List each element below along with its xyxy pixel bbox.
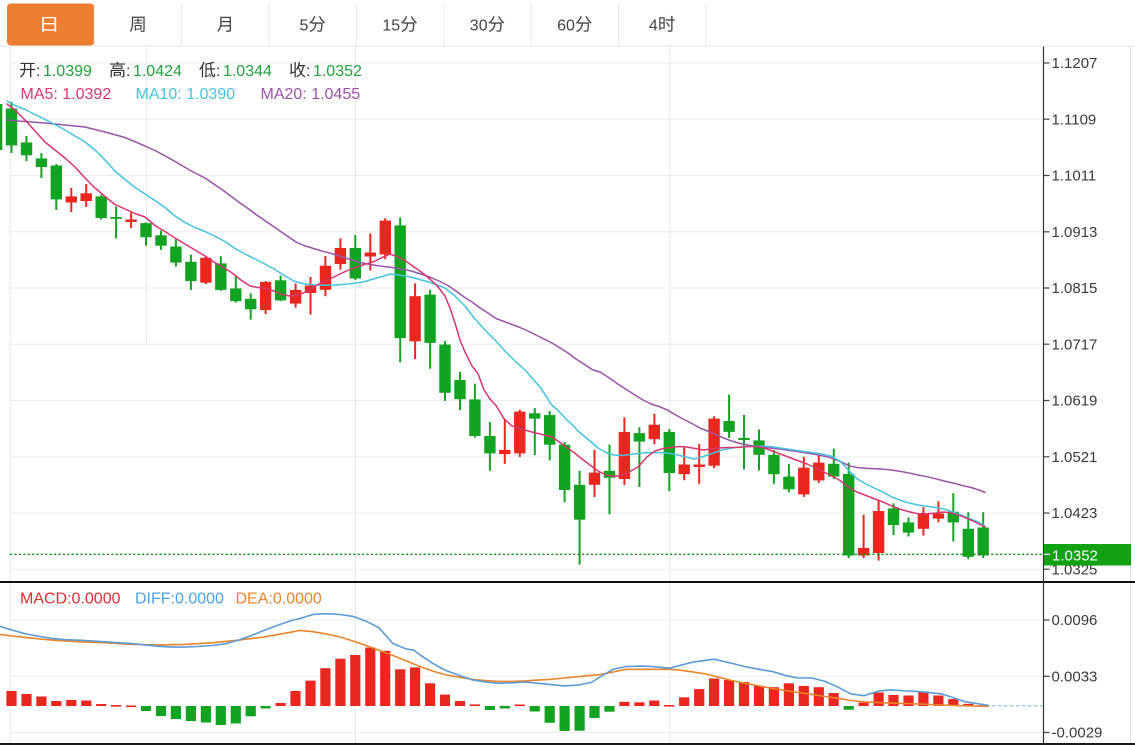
svg-text:1.0619: 1.0619 <box>1052 393 1098 410</box>
svg-text:1.0815: 1.0815 <box>1052 280 1098 297</box>
svg-text::1.0399: :1.0399 <box>36 63 92 80</box>
svg-text:5: 5 <box>300 18 309 35</box>
svg-text:MA5: 1.0392: MA5: 1.0392 <box>21 86 112 103</box>
svg-text:DIFF:0.0000: DIFF:0.0000 <box>135 591 224 608</box>
svg-text:1.0913: 1.0913 <box>1052 224 1098 241</box>
svg-text:1.1109: 1.1109 <box>1052 112 1097 129</box>
svg-text:1.1011: 1.1011 <box>1052 168 1097 185</box>
svg-text::1.0424: :1.0424 <box>126 63 182 80</box>
svg-text:1.0352: 1.0352 <box>1052 548 1098 565</box>
svg-text:1.0325: 1.0325 <box>1052 562 1098 579</box>
svg-text::1.0344: :1.0344 <box>216 63 272 80</box>
svg-text:-0.0029: -0.0029 <box>1052 725 1103 742</box>
svg-text:MACD:0.0000: MACD:0.0000 <box>20 591 121 608</box>
svg-text:15: 15 <box>382 18 400 35</box>
svg-text::1.0352: :1.0352 <box>306 63 362 80</box>
svg-text:DEA:0.0000: DEA:0.0000 <box>236 591 322 608</box>
svg-text:MA20: 1.0455: MA20: 1.0455 <box>261 86 361 103</box>
svg-text:0.0033: 0.0033 <box>1052 669 1098 686</box>
svg-text:1.1207: 1.1207 <box>1052 55 1098 72</box>
svg-text:30: 30 <box>470 18 488 35</box>
svg-text:1.0521: 1.0521 <box>1052 449 1098 466</box>
svg-text:MA10: 1.0390: MA10: 1.0390 <box>136 86 236 103</box>
svg-text:60: 60 <box>557 18 575 35</box>
svg-text:1.0717: 1.0717 <box>1052 336 1098 353</box>
svg-text:4: 4 <box>649 18 658 35</box>
svg-text:1.0423: 1.0423 <box>1052 505 1098 522</box>
svg-text:0.0096: 0.0096 <box>1052 612 1098 629</box>
